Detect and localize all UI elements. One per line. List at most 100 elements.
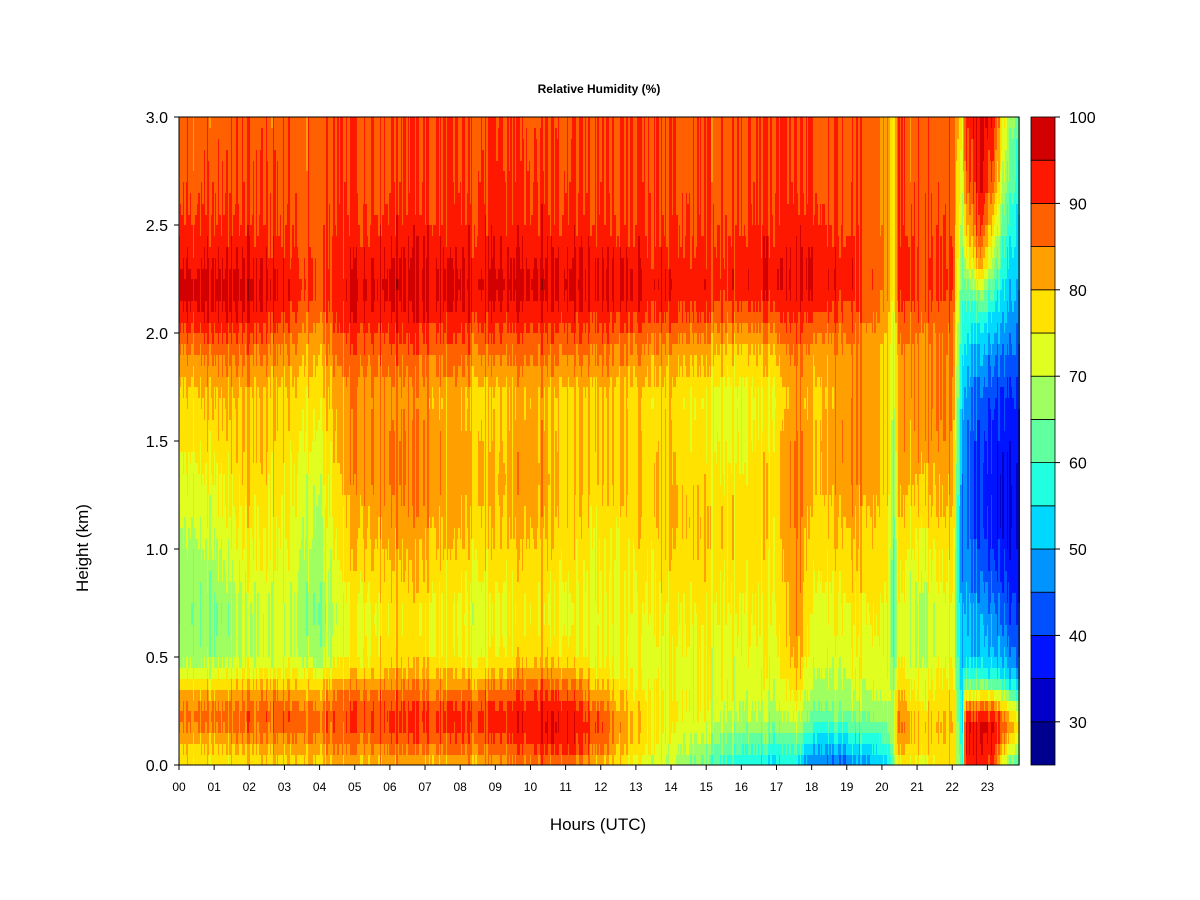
heatmap-cell xyxy=(472,117,475,258)
heatmap-cell xyxy=(458,333,461,366)
heatmap-cell xyxy=(202,311,205,333)
heatmap-cell xyxy=(396,279,399,290)
heatmap-cell xyxy=(354,667,357,690)
heatmap-cell xyxy=(749,646,752,722)
heatmap-cell xyxy=(444,689,447,711)
heatmap-cell xyxy=(742,235,745,301)
heatmap-cell xyxy=(406,678,409,690)
heatmap-cell xyxy=(247,117,250,225)
heatmap-cell xyxy=(365,678,368,690)
heatmap-cell xyxy=(451,754,454,765)
heatmap-cell xyxy=(527,171,530,269)
heatmap-cell xyxy=(694,603,697,733)
heatmap-cell xyxy=(326,732,329,755)
heatmap-cell xyxy=(268,343,271,377)
heatmap-cell xyxy=(482,333,485,355)
heatmap-cell xyxy=(233,268,236,301)
heatmap-cell xyxy=(219,678,222,690)
heatmap-cell xyxy=(784,711,787,733)
heatmap-cell xyxy=(410,711,413,733)
heatmap-cell xyxy=(229,754,232,765)
heatmap-cell xyxy=(597,624,600,679)
heatmap-cell xyxy=(212,559,215,657)
heatmap-cell xyxy=(351,754,354,765)
heatmap-cell xyxy=(427,678,430,701)
heatmap-cell xyxy=(496,322,499,355)
heatmap-cell xyxy=(323,700,326,744)
heatmap-cell xyxy=(257,657,260,679)
heatmap-cell xyxy=(631,667,634,711)
heatmap-cell xyxy=(254,678,257,690)
heatmap-cell xyxy=(614,700,617,755)
heatmap-cell xyxy=(396,743,399,765)
heatmap-cell xyxy=(486,343,489,377)
heatmap-cell xyxy=(233,505,236,582)
heatmap-cell xyxy=(773,246,776,301)
heatmap-cell xyxy=(368,732,371,755)
heatmap-cell xyxy=(288,117,291,279)
heatmap-cell xyxy=(617,376,620,528)
heatmap-cell xyxy=(777,289,780,312)
heatmap-cell xyxy=(756,754,759,765)
heatmap-cell xyxy=(541,397,544,420)
heatmap-cell xyxy=(621,754,624,765)
heatmap-cell xyxy=(597,700,600,711)
heatmap-cell xyxy=(261,473,264,571)
heatmap-cell xyxy=(721,505,724,549)
heatmap-cell xyxy=(565,678,568,701)
heatmap-cell xyxy=(472,311,475,333)
heatmap-cell xyxy=(358,333,361,377)
heatmap-cell xyxy=(427,657,430,679)
heatmap-cell xyxy=(430,354,433,528)
heatmap-cell xyxy=(503,171,506,279)
heatmap-cell xyxy=(503,462,506,495)
heatmap-cell xyxy=(371,408,374,485)
heatmap-cell xyxy=(770,743,773,765)
heatmap-cell xyxy=(368,354,371,506)
heatmap-cell xyxy=(597,678,600,701)
heatmap-cell xyxy=(565,667,568,679)
heatmap-cell xyxy=(656,646,659,679)
heatmap-cell xyxy=(365,603,368,636)
heatmap-cell xyxy=(209,689,212,701)
heatmap-cell xyxy=(510,700,513,744)
heatmap-cell xyxy=(219,117,222,215)
heatmap-cell xyxy=(569,181,572,269)
heatmap-cell xyxy=(326,754,329,765)
heatmap-cell xyxy=(212,678,215,690)
heatmap-cell xyxy=(673,343,676,387)
heatmap-cell xyxy=(465,689,468,744)
heatmap-cell xyxy=(583,559,586,657)
heatmap-cell xyxy=(420,700,423,744)
heatmap-cell xyxy=(455,700,458,744)
heatmap-cell xyxy=(216,603,219,636)
heatmap-cell xyxy=(313,592,316,625)
heatmap-cell xyxy=(791,721,794,733)
heatmap-cell xyxy=(572,700,575,755)
heatmap-cell xyxy=(413,754,416,765)
heatmap-cell xyxy=(749,754,752,765)
heatmap-cell xyxy=(780,732,783,744)
heatmap-cell xyxy=(500,365,503,549)
heatmap-cell xyxy=(507,246,510,312)
heatmap-cell xyxy=(503,279,506,290)
heatmap-cell xyxy=(579,311,582,344)
heatmap-cell xyxy=(482,754,485,765)
heatmap-cell xyxy=(576,678,579,690)
heatmap-cell xyxy=(448,667,451,690)
heatmap-cell xyxy=(247,279,250,301)
heatmap-cell xyxy=(559,667,562,690)
heatmap-cell xyxy=(635,754,638,765)
heatmap-cell xyxy=(721,117,724,323)
heatmap-cell xyxy=(417,322,420,355)
heatmap-cell xyxy=(205,354,208,387)
heatmap-cell xyxy=(448,257,451,312)
heatmap-cell xyxy=(188,354,191,387)
heatmap-cell xyxy=(572,667,575,679)
heatmap-cell xyxy=(292,667,295,690)
heatmap-cell xyxy=(507,549,510,668)
heatmap-cell xyxy=(739,473,742,593)
heatmap-cell xyxy=(361,365,364,506)
heatmap-cell xyxy=(513,365,515,539)
heatmap-cell xyxy=(676,527,679,647)
